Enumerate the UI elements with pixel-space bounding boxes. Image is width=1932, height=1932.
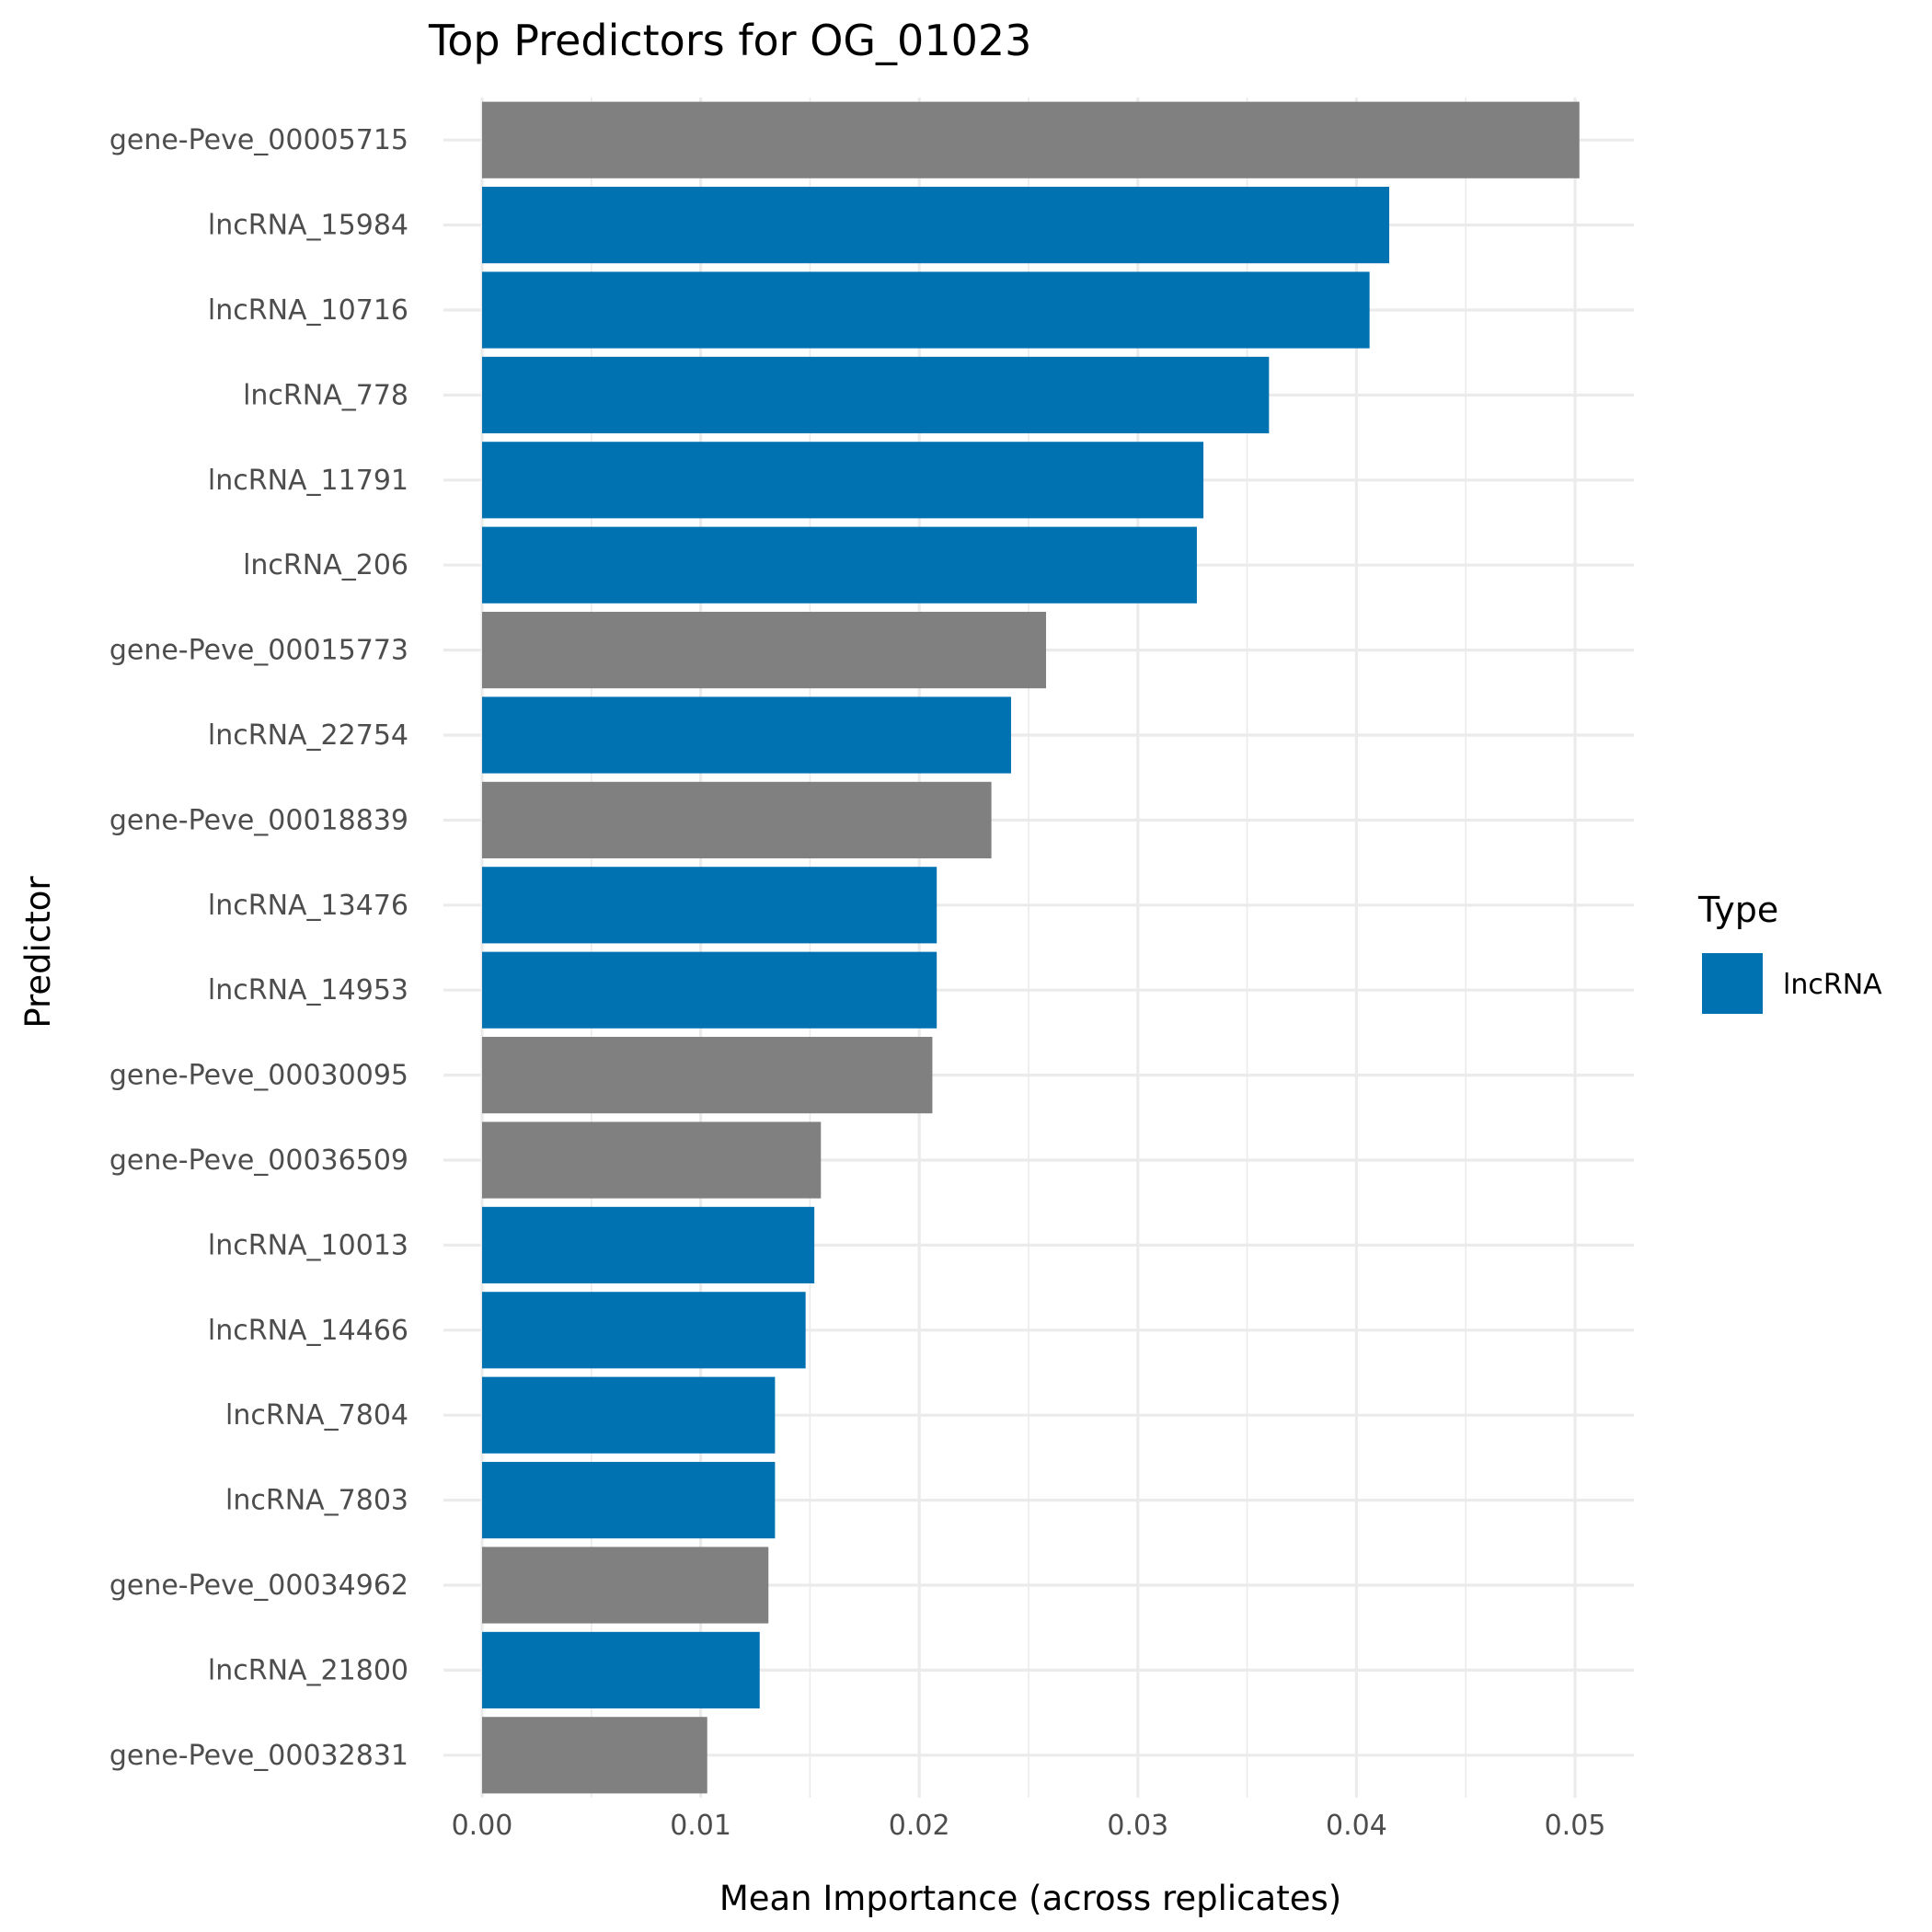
x-tick-label: 0.04: [1326, 1810, 1387, 1842]
bars: [482, 101, 1580, 1794]
bar-lncRNA_778: [482, 356, 1270, 433]
y-axis-title: Predictor: [18, 876, 58, 1029]
bar-lncRNA_15984: [482, 187, 1390, 264]
y-tick-label: gene-Peve_00015773: [109, 635, 408, 667]
bar-lncRNA_7804: [482, 1376, 776, 1454]
y-tick-label: lncRNA_14466: [208, 1315, 408, 1347]
bar-lncRNA_7803: [482, 1462, 776, 1539]
grid-lines: [443, 98, 1634, 1798]
bar-lncRNA_10716: [482, 271, 1370, 349]
x-tick-label: 0.01: [670, 1810, 731, 1842]
bar-lncRNA_206: [482, 526, 1197, 604]
y-tick-label: lncRNA_7804: [225, 1399, 408, 1432]
y-tick-label: lncRNA_21800: [208, 1654, 408, 1686]
bar-lncRNA_13476: [482, 867, 937, 944]
legend: Type lncRNA: [1697, 890, 1882, 1014]
y-tick-label: lncRNA_15984: [208, 210, 408, 242]
y-tick-label: lncRNA_778: [243, 379, 408, 411]
x-tick-label: 0.05: [1545, 1810, 1606, 1842]
bar-lncRNA_14466: [482, 1292, 806, 1369]
y-tick-label: lncRNA_14953: [208, 974, 408, 1006]
bar-lncRNA_11791: [482, 442, 1204, 519]
bar-gene-Peve_00034962: [482, 1547, 769, 1624]
y-tick-label: lncRNA_10716: [208, 294, 408, 327]
y-tick-label: lncRNA_11791: [208, 465, 408, 497]
bar-gene-Peve_00036509: [482, 1121, 822, 1199]
y-tick-label: gene-Peve_00018839: [109, 804, 408, 836]
y-tick-label: lncRNA_13476: [208, 890, 408, 922]
bar-lncRNA_10013: [482, 1206, 815, 1283]
bar-gene-Peve_00032831: [482, 1717, 707, 1794]
bar-gene-Peve_00018839: [482, 781, 992, 858]
x-tick-label: 0.00: [452, 1810, 513, 1842]
bar-gene-Peve_00015773: [482, 612, 1047, 689]
y-tick-label: lncRNA_7803: [225, 1485, 408, 1517]
bar-gene-Peve_00005715: [482, 101, 1580, 178]
y-tick-labels: gene-Peve_00005715 lncRNA_15984 lncRNA_107…: [109, 124, 408, 1772]
bar-lncRNA_14953: [482, 951, 937, 1029]
bar-gene-Peve_00030095: [482, 1037, 933, 1114]
y-tick-label: gene-Peve_00032831: [109, 1740, 408, 1772]
y-tick-label: lncRNA_22754: [208, 719, 408, 752]
x-tick-label: 0.03: [1107, 1810, 1168, 1842]
legend-swatch-lncrna: [1702, 953, 1763, 1014]
x-tick-label: 0.02: [889, 1810, 950, 1842]
bar-lncRNA_22754: [482, 696, 1011, 774]
x-tick-labels: 0.00 0.01 0.02 0.03 0.04 0.05: [452, 1810, 1606, 1842]
bar-lncRNA_21800: [482, 1631, 760, 1708]
y-tick-label: gene-Peve_00005715: [109, 124, 408, 156]
legend-title: Type: [1697, 890, 1778, 930]
y-tick-label: lncRNA_10013: [208, 1229, 408, 1261]
legend-label-lncrna: lncRNA: [1783, 969, 1882, 1001]
y-tick-label: gene-Peve_00030095: [109, 1060, 408, 1092]
y-tick-label: lncRNA_206: [243, 549, 408, 581]
x-axis-title: Mean Importance (across replicates): [719, 1879, 1341, 1918]
y-tick-label: gene-Peve_00034962: [109, 1570, 408, 1602]
y-tick-label: gene-Peve_00036509: [109, 1144, 408, 1177]
chart-title: Top Predictors for OG_01023: [428, 16, 1031, 65]
